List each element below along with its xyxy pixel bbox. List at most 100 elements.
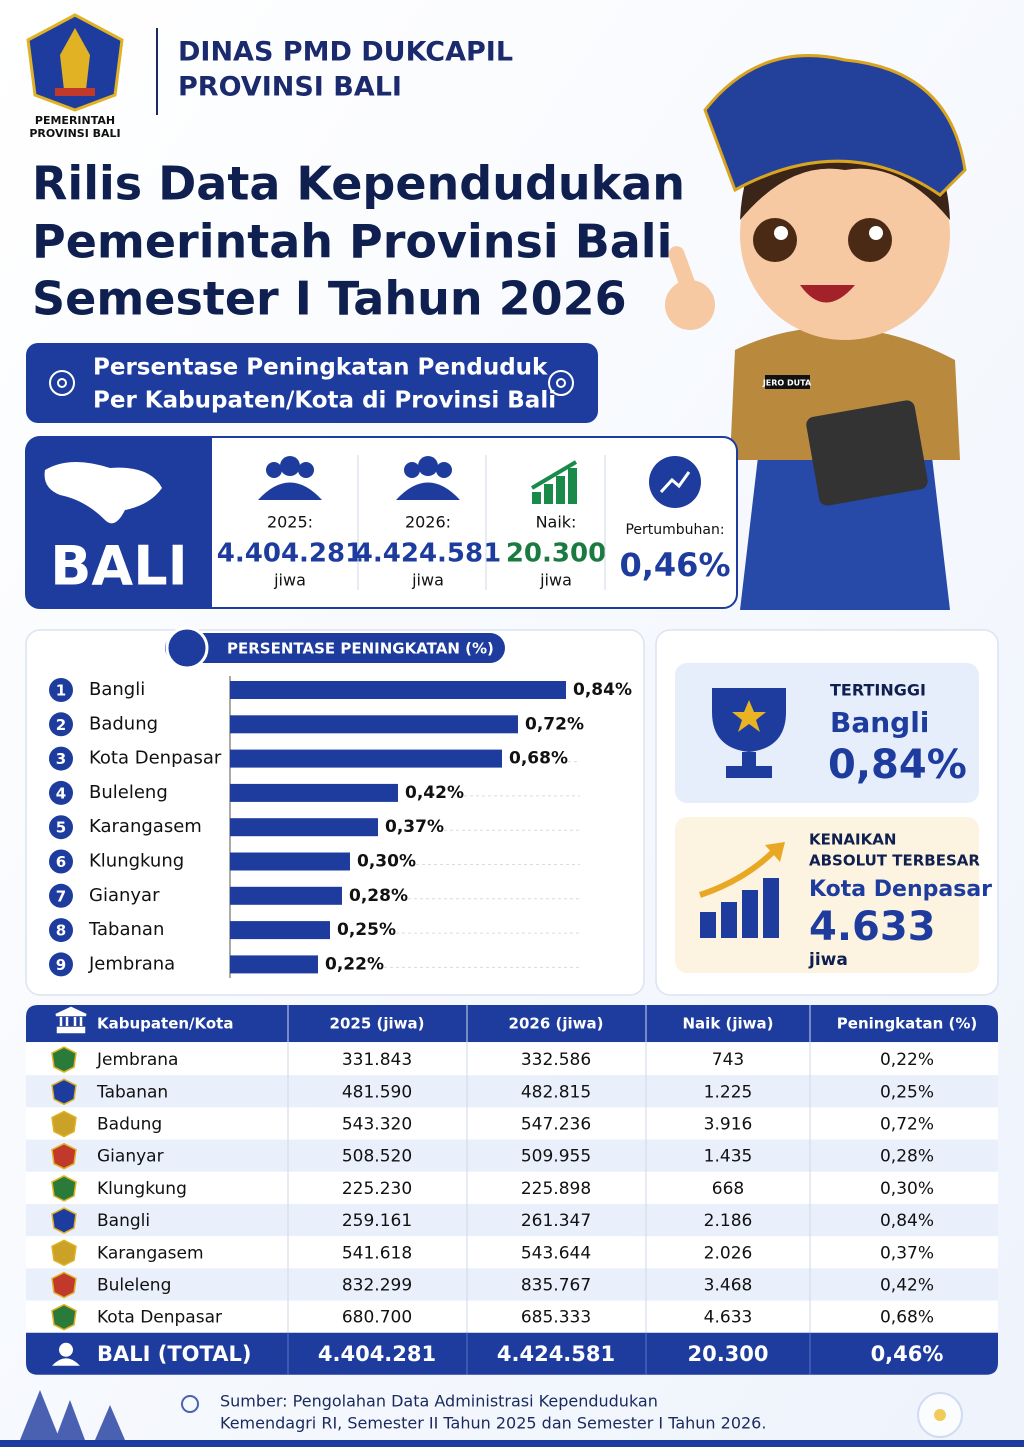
table-cell: 0,30% [880, 1179, 934, 1199]
table-cell: 0,42% [880, 1276, 934, 1296]
source: Kemendagri RI, Semester II Tahun 2025 da… [220, 1414, 766, 1433]
rank-badge [49, 918, 73, 943]
value-label: 0,84% [573, 680, 632, 700]
rank-badge [49, 952, 73, 977]
table-cell: 509.955 [521, 1147, 591, 1167]
growth-icon [544, 484, 553, 504]
banner-text: Persentase Peningkatan Penduduk [93, 355, 548, 381]
table-cell: 3.468 [704, 1276, 753, 1296]
growth-icon [699, 842, 785, 938]
growth-icon [530, 460, 578, 490]
table-row [26, 1204, 998, 1237]
table-cell: 225.230 [342, 1179, 412, 1199]
table-cell: 261.347 [521, 1211, 591, 1231]
column-header: 2026 (jiwa) [509, 1015, 604, 1033]
bar [230, 715, 518, 734]
highlight-value: 0,84% [828, 742, 967, 788]
regency-emblem [51, 1303, 77, 1331]
table-cell: 685.333 [521, 1308, 591, 1328]
table-cell: 543.320 [342, 1115, 412, 1135]
regency-emblem [51, 1142, 77, 1170]
table-cell: 3.916 [704, 1115, 753, 1135]
table-total-cell: BALI (TOTAL) [97, 1342, 251, 1366]
stat-unit: jiwa [539, 571, 572, 590]
rank-badge [49, 849, 73, 874]
value-label: 0,30% [357, 852, 416, 872]
bar [230, 955, 318, 974]
stat-label: Naik: [536, 513, 577, 532]
table-row [26, 1043, 998, 1076]
column-header: Naik (jiwa) [683, 1015, 774, 1033]
growth-icon [556, 476, 565, 504]
highlight-label: ABSOLUT TERBESAR [809, 852, 980, 870]
table-row [26, 1107, 998, 1140]
table-row [26, 1268, 998, 1301]
trophy-icon [712, 688, 786, 778]
rank-badge [49, 883, 73, 908]
table-row [26, 1139, 998, 1172]
chart-icon [165, 626, 209, 670]
table-cell: 668 [712, 1179, 744, 1199]
table-cell: 2.026 [704, 1243, 753, 1263]
table-cell: 0,25% [880, 1082, 934, 1102]
value-label: 0,42% [405, 783, 464, 803]
title: Semester I Tahun 2026 [32, 272, 627, 326]
highlight-name: Kota Denpasar [809, 877, 992, 902]
rank-number: 6 [56, 853, 66, 871]
category-label: Klungkung [89, 851, 184, 872]
table-cell: Bangli [97, 1211, 150, 1231]
bar [230, 886, 342, 905]
table-cell: 0,84% [880, 1211, 934, 1231]
growth-icon [659, 471, 691, 494]
bar [230, 783, 398, 802]
table-row [26, 1075, 998, 1108]
regency-emblem [51, 1239, 77, 1267]
rank-badge [49, 712, 73, 737]
table-cell: 0,37% [880, 1243, 934, 1263]
region-name: BALI [50, 535, 187, 598]
table-total-cell: 4.424.581 [497, 1342, 615, 1366]
table-cell: 1.225 [704, 1082, 753, 1102]
people-icon [258, 482, 322, 500]
stat-label: 2025: [267, 513, 313, 532]
table-cell: 4.633 [704, 1308, 753, 1328]
table-cell: 743 [712, 1050, 744, 1070]
category-label: Karangasem [89, 816, 202, 837]
stat-value: 4.404.281 [217, 539, 363, 569]
agency-name: PROVINSI BALI [178, 72, 402, 103]
table-cell: 225.898 [521, 1179, 591, 1199]
stat-value: 20.300 [506, 539, 606, 569]
category-label: Bangli [89, 679, 145, 700]
logo [26, 13, 124, 112]
table-cell: 1.435 [704, 1147, 753, 1167]
growth-icon [532, 492, 541, 504]
growth-icon [568, 468, 577, 504]
rank-number: 4 [56, 784, 66, 802]
regency-emblem [51, 1046, 77, 1073]
table-cell: Jembrana [96, 1050, 178, 1070]
category-label: Gianyar [89, 885, 160, 906]
table-cell: 331.843 [342, 1050, 412, 1070]
category-label: Badung [89, 713, 158, 734]
table-cell: 835.767 [521, 1276, 591, 1296]
rank-badge [49, 815, 73, 840]
table-icon [55, 1006, 87, 1034]
table-total-cell: 0,46% [871, 1342, 944, 1366]
table-cell: 680.700 [342, 1308, 412, 1328]
table-cell: Karangasem [97, 1243, 204, 1263]
table-cell: Klungkung [97, 1179, 187, 1199]
people-icon [436, 462, 452, 478]
regency-emblem [51, 1110, 77, 1138]
table-cell: 0,68% [880, 1308, 934, 1328]
chart-title-pill [165, 633, 505, 663]
logo-caption: PEMERINTAH [35, 114, 115, 127]
column-header: Kabupaten/Kota [97, 1015, 233, 1033]
rank-number: 8 [56, 922, 66, 940]
highlight-name: Bangli [830, 706, 929, 739]
table-cell: 332.586 [521, 1050, 591, 1070]
table-total-row [26, 1332, 998, 1375]
table-row [26, 1300, 998, 1333]
table-cell: 541.618 [342, 1243, 412, 1263]
value-label: 0,22% [325, 954, 384, 974]
table-cell: 832.299 [342, 1276, 412, 1296]
